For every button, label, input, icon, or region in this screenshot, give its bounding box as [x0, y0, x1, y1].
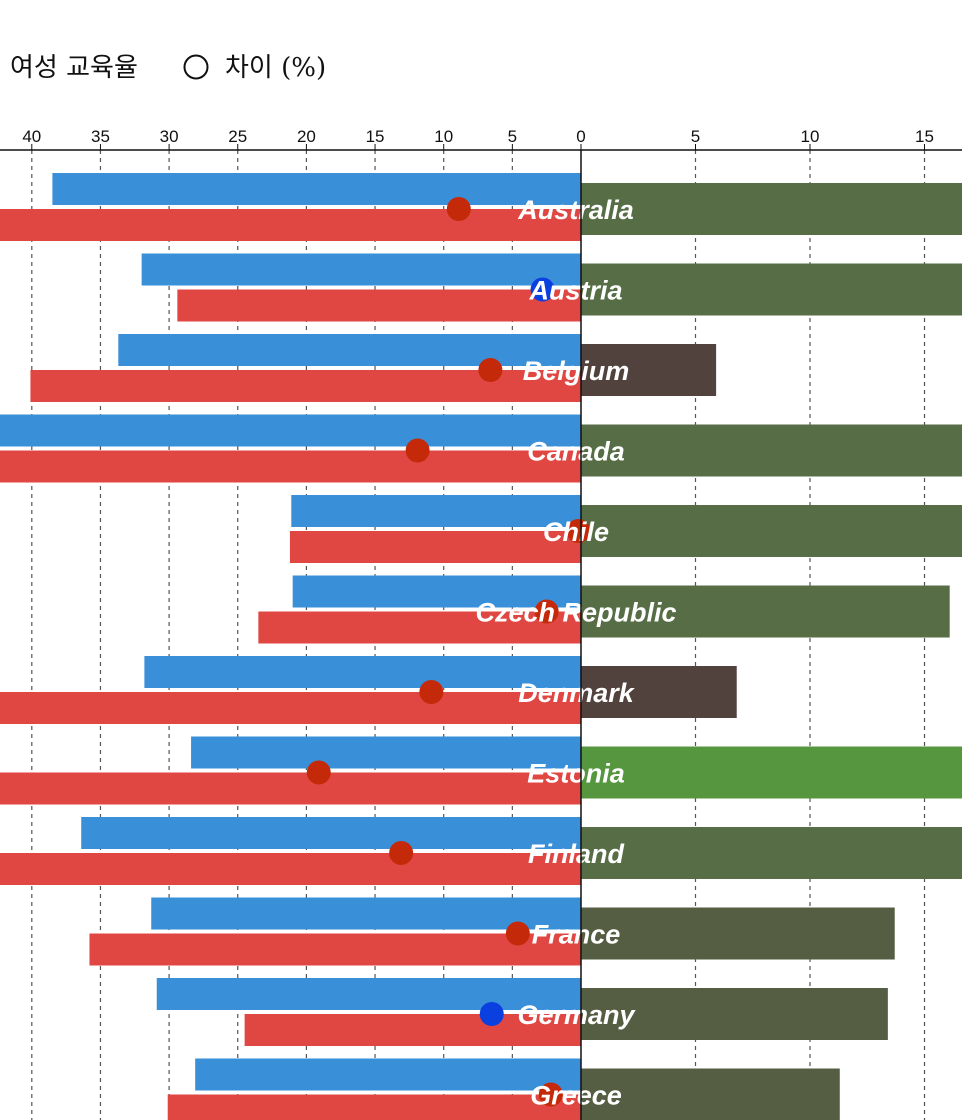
right-bar	[581, 746, 962, 799]
tick-label-left: 10	[434, 127, 453, 146]
difference-dot	[530, 277, 555, 302]
legend-circle-icon	[183, 54, 209, 80]
country-label: Belgium	[523, 356, 630, 386]
tick-label-right: 15	[915, 127, 934, 146]
right-bar	[581, 666, 737, 718]
country-label: Czech Republic	[475, 598, 676, 628]
tick-label-right: 10	[801, 127, 820, 146]
country-label: Canada	[527, 437, 625, 467]
bar-red	[167, 1094, 582, 1120]
bar-blue	[292, 575, 581, 608]
tick-label-right: 5	[691, 127, 700, 146]
difference-dot	[389, 841, 414, 865]
bar-red	[0, 692, 581, 724]
tick-label-left: 0	[576, 127, 585, 146]
country-label: Chile	[543, 517, 609, 547]
bar-blue	[195, 1058, 581, 1091]
tick-label-left: 5	[508, 127, 517, 146]
difference-dot	[566, 519, 591, 543]
right-bar	[581, 907, 895, 960]
country-label: Australia	[517, 195, 634, 225]
right-bar	[581, 1068, 840, 1120]
tick-label-left: 35	[91, 127, 110, 146]
bar-red	[0, 450, 581, 483]
right-bar	[581, 424, 962, 477]
tick-label-left: 15	[366, 127, 385, 146]
axis: 40 35 30 25 20 15 10 5 0 5 10 15	[0, 127, 962, 1120]
right-bar	[581, 827, 962, 879]
difference-dot	[419, 680, 444, 704]
bar-blue	[144, 656, 582, 688]
right-bar	[581, 344, 717, 396]
difference-dot	[405, 438, 430, 463]
bar-blue	[52, 173, 581, 205]
right-bar	[581, 263, 962, 316]
country-label: Finland	[528, 839, 624, 869]
bar-red	[0, 772, 581, 805]
bar-blue	[151, 897, 581, 930]
bar-blue	[141, 253, 581, 286]
bar-red	[177, 289, 581, 322]
country-label: Denmark	[518, 678, 636, 708]
bar-red	[258, 611, 581, 644]
right-bar	[581, 505, 962, 557]
legend-marker-label: 차이 (%)	[225, 53, 326, 83]
right-bar	[581, 183, 962, 235]
difference-dot	[538, 1082, 563, 1107]
tick-label-left: 30	[160, 127, 179, 146]
country-label: Greece	[530, 1081, 622, 1111]
bars	[0, 173, 962, 1120]
tick-label-left: 40	[22, 127, 41, 146]
country-label: Austria	[528, 276, 622, 306]
bar-red	[244, 1014, 582, 1046]
legend-series-label: 여성 교육율	[10, 53, 138, 83]
bar-blue	[291, 495, 581, 527]
bar-blue	[156, 978, 582, 1010]
difference-dot	[446, 197, 471, 221]
bar-red	[89, 933, 581, 966]
difference-dot	[478, 358, 503, 382]
difference-dot	[306, 760, 331, 785]
bar-blue	[118, 334, 581, 366]
right-bar	[581, 988, 888, 1040]
bar-blue	[191, 736, 581, 769]
legend: 여성 교육율 차이 (%)	[10, 53, 326, 83]
difference-dots	[306, 197, 591, 1107]
bar-red	[289, 531, 581, 563]
tick-label-left: 25	[228, 127, 247, 146]
difference-dot	[505, 921, 530, 946]
difference-dot	[479, 1002, 504, 1026]
tick-label-left: 20	[297, 127, 316, 146]
bar-red	[0, 853, 581, 885]
country-label: France	[532, 920, 621, 950]
bar-red	[0, 209, 581, 241]
bar-blue	[81, 817, 581, 849]
bar-blue	[0, 414, 581, 447]
country-label: Germany	[517, 1000, 636, 1030]
right-bar	[581, 585, 950, 638]
country-labels: Australia Austria Belgium Canada Chile Czech …	[475, 195, 676, 1111]
country-label: Estonia	[527, 759, 625, 789]
difference-dot	[534, 599, 559, 624]
